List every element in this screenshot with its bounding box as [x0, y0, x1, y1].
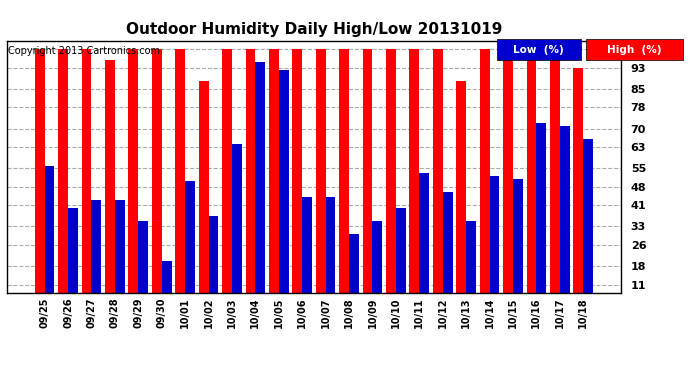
Bar: [550, 49, 560, 314]
Bar: [490, 176, 500, 314]
Bar: [373, 221, 382, 314]
Bar: [255, 62, 265, 314]
Bar: [316, 49, 326, 314]
Bar: [199, 81, 208, 314]
Bar: [115, 200, 125, 314]
Bar: [326, 197, 335, 314]
Bar: [152, 49, 161, 314]
Bar: [560, 126, 570, 314]
Bar: [396, 208, 406, 314]
Bar: [443, 192, 453, 314]
Bar: [497, 39, 581, 60]
Bar: [208, 216, 219, 314]
Bar: [138, 221, 148, 314]
Title: Outdoor Humidity Daily High/Low 20131019: Outdoor Humidity Daily High/Low 20131019: [126, 22, 502, 37]
Bar: [503, 49, 513, 314]
Bar: [185, 182, 195, 314]
Bar: [513, 179, 523, 314]
Text: High  (%): High (%): [607, 45, 662, 55]
Text: Copyright 2013 Cartronics.com: Copyright 2013 Cartronics.com: [8, 46, 160, 56]
Bar: [480, 49, 490, 314]
Bar: [269, 49, 279, 314]
Bar: [105, 60, 115, 314]
Bar: [232, 144, 241, 314]
Bar: [81, 49, 92, 314]
Bar: [466, 221, 476, 314]
Bar: [92, 200, 101, 314]
Bar: [409, 49, 420, 314]
Bar: [456, 81, 466, 314]
Bar: [68, 208, 78, 314]
Bar: [58, 49, 68, 314]
Bar: [526, 49, 536, 314]
Bar: [246, 49, 255, 314]
Bar: [279, 70, 288, 314]
Bar: [45, 165, 55, 314]
Bar: [222, 49, 232, 314]
Bar: [302, 197, 312, 314]
Bar: [34, 49, 45, 314]
Bar: [536, 123, 546, 314]
Bar: [339, 49, 349, 314]
Bar: [175, 49, 185, 314]
Bar: [293, 49, 302, 314]
Bar: [161, 261, 172, 314]
Bar: [363, 49, 373, 314]
Bar: [573, 68, 583, 314]
Bar: [386, 49, 396, 314]
Bar: [349, 234, 359, 314]
Bar: [420, 174, 429, 314]
Bar: [583, 139, 593, 314]
Bar: [586, 39, 683, 60]
Text: Low  (%): Low (%): [513, 45, 564, 55]
Bar: [128, 49, 138, 314]
Bar: [433, 49, 443, 314]
